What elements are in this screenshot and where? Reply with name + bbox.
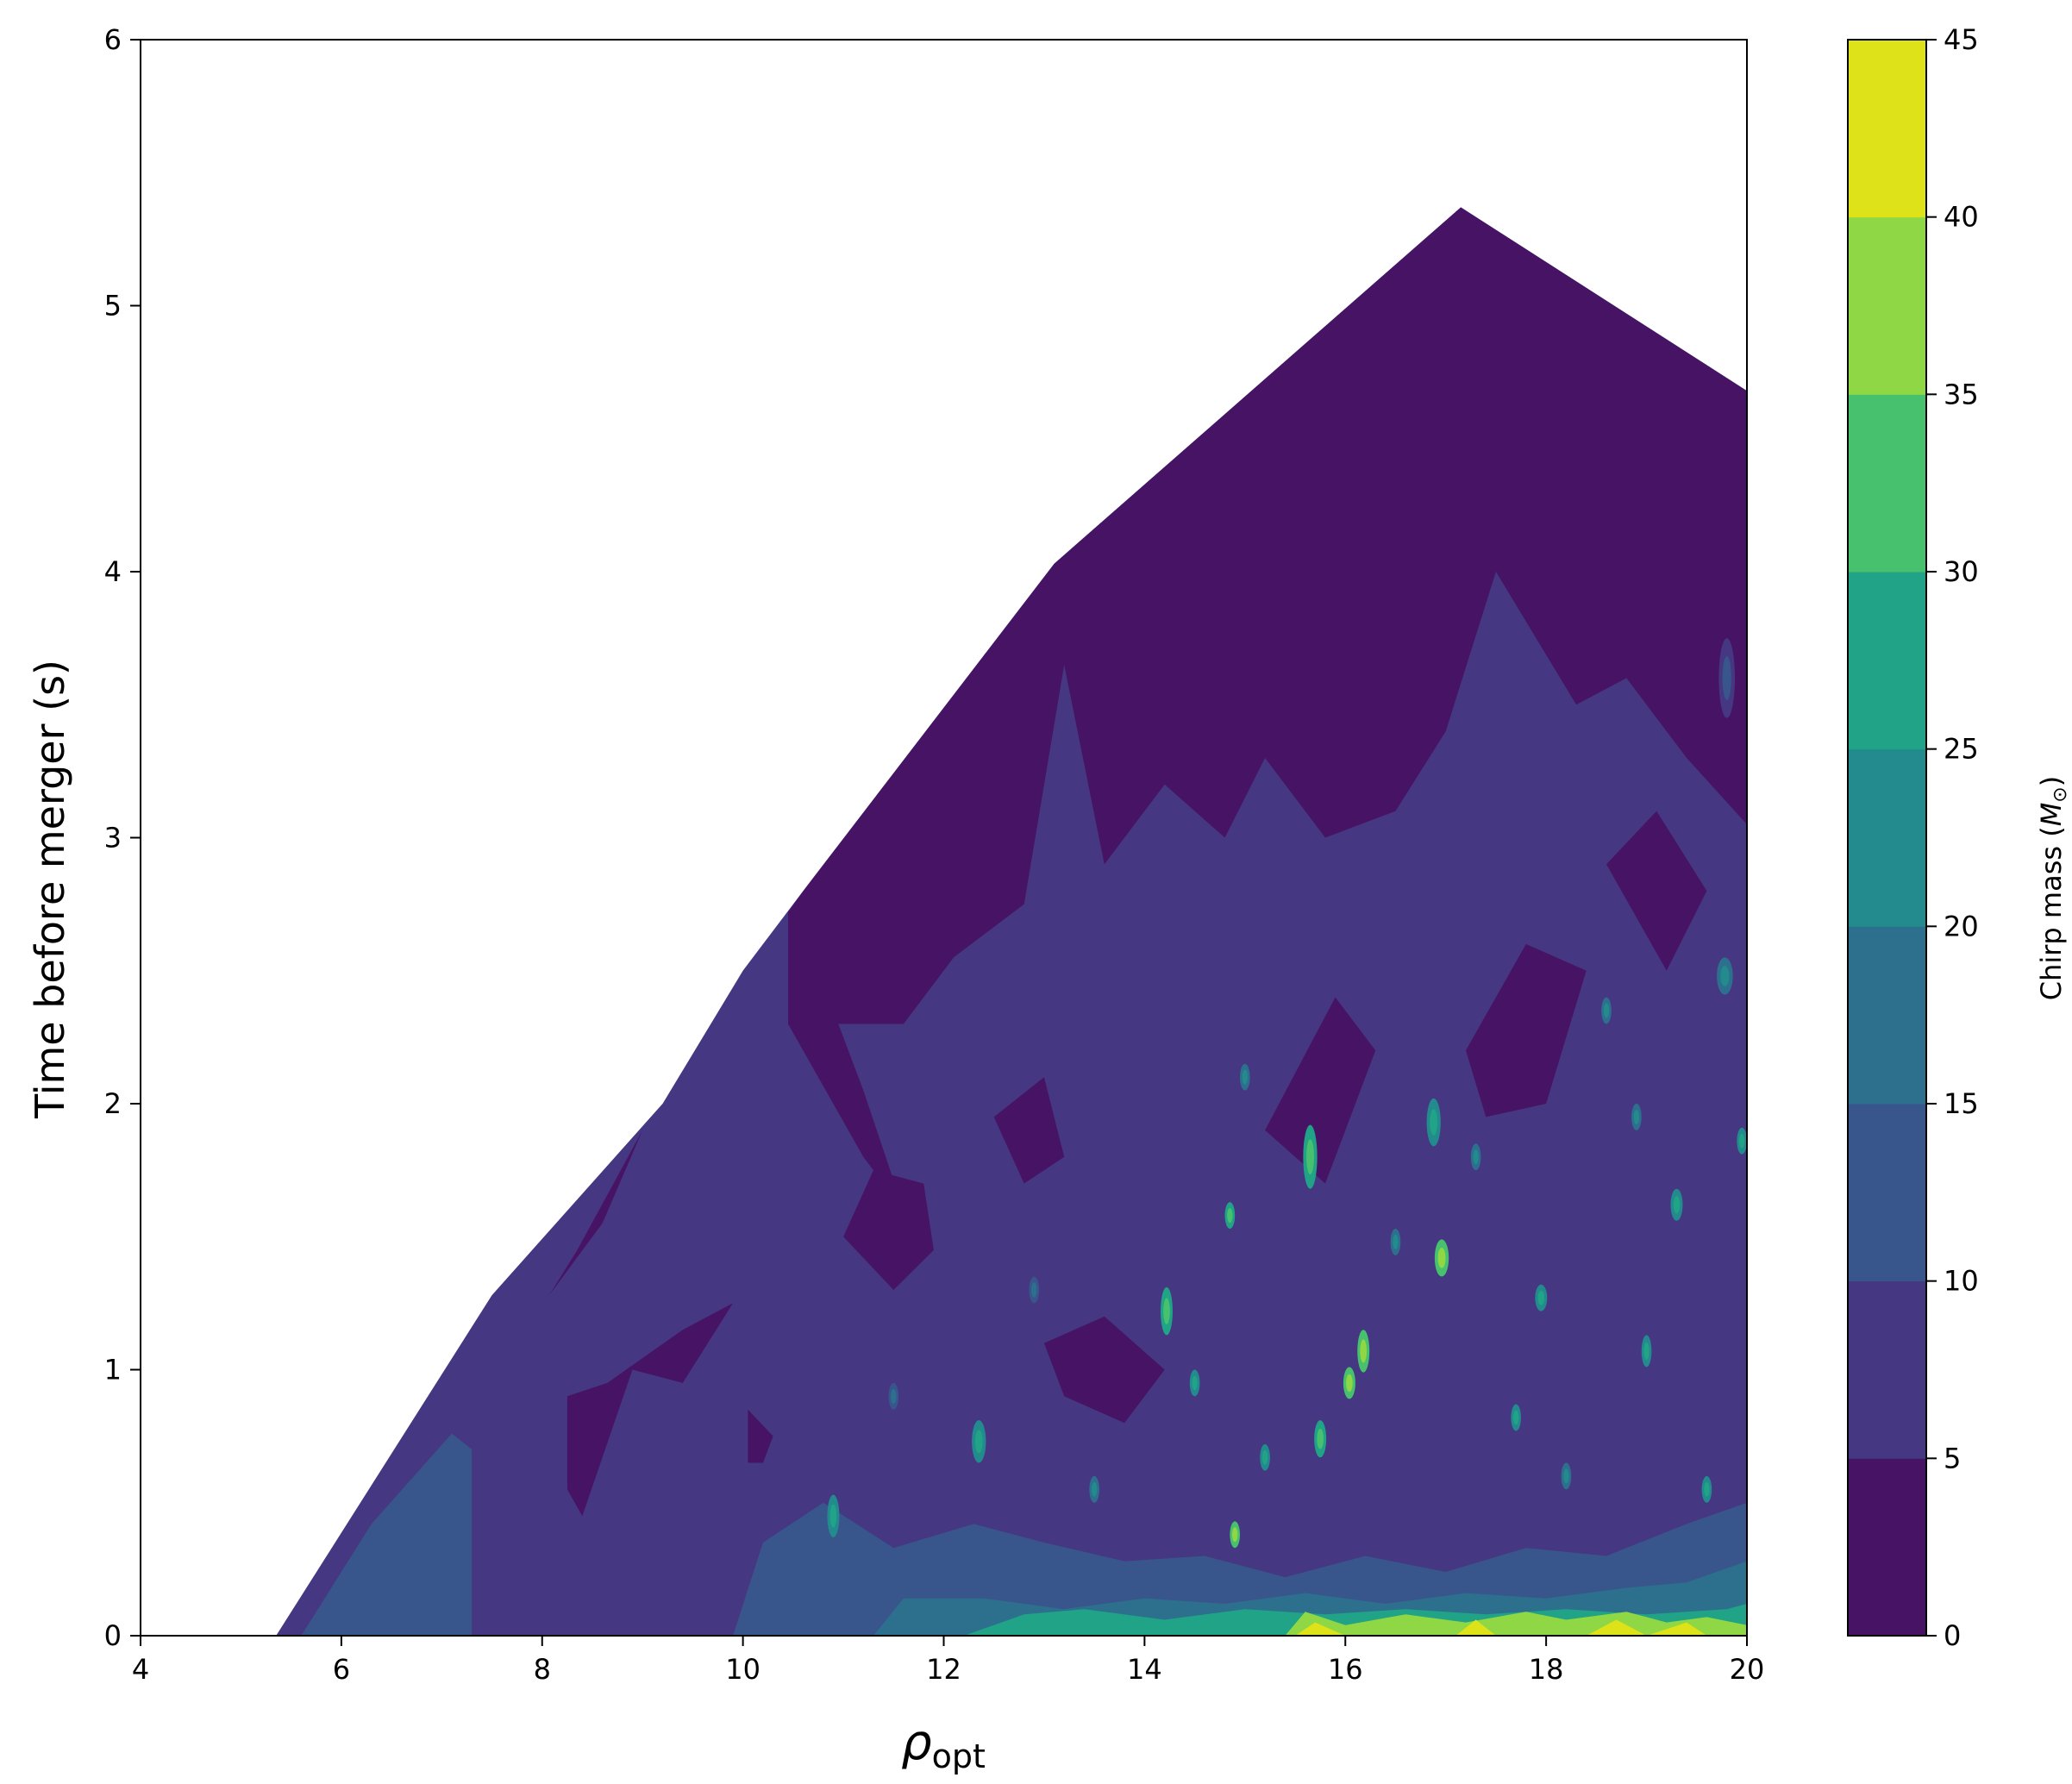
colorbar-tick-label: 0 bbox=[1944, 1619, 1961, 1652]
contour-blob bbox=[1563, 1468, 1569, 1484]
contour-blob bbox=[1393, 1234, 1399, 1249]
contour-region bbox=[843, 1170, 934, 1290]
contour-blob bbox=[1163, 1298, 1170, 1324]
y-tick-label: 4 bbox=[104, 555, 122, 588]
x-tick-label: 4 bbox=[132, 1653, 149, 1686]
colorbar-segment bbox=[1848, 1280, 1926, 1459]
contour-blob bbox=[1437, 1248, 1446, 1268]
contour-blob bbox=[1473, 1149, 1479, 1165]
contour-blob bbox=[1346, 1374, 1353, 1393]
contour-blob bbox=[1722, 655, 1731, 700]
contour-region bbox=[567, 1303, 733, 1517]
colorbar-segment bbox=[1848, 572, 1926, 750]
contour-blob bbox=[1633, 1109, 1640, 1124]
x-axis: 4 6 8 10 12 14 16 18 20 bbox=[132, 1636, 1765, 1686]
x-tick-label: 6 bbox=[333, 1653, 350, 1686]
contour-blob bbox=[1306, 1139, 1314, 1175]
contour-blob bbox=[1227, 1208, 1233, 1224]
colorbar-segment bbox=[1848, 926, 1926, 1105]
contour-blob bbox=[829, 1504, 837, 1528]
colorbar-label-math: M bbox=[2035, 803, 2068, 827]
y-axis: 0 1 2 3 4 5 6 bbox=[104, 23, 141, 1652]
contour-blob bbox=[891, 1388, 897, 1404]
colorbar-tick-label: 35 bbox=[1944, 378, 1979, 410]
colorbar-tick-label: 15 bbox=[1944, 1087, 1979, 1120]
colorbar-tick-label: 20 bbox=[1944, 910, 1979, 942]
x-axis-label-subscript: opt bbox=[932, 1737, 986, 1775]
colorbar-frame bbox=[1847, 39, 1927, 1637]
colorbar-label-text: Chirp mass ( bbox=[2035, 826, 2068, 1000]
colorbar-segment bbox=[1848, 1458, 1926, 1637]
x-tick-label: 16 bbox=[1328, 1653, 1363, 1686]
colorbar-label-sub: ⊙ bbox=[2050, 786, 2071, 802]
contour-region bbox=[1295, 1619, 1707, 1636]
colorbar-tick-label: 30 bbox=[1944, 555, 1979, 588]
y-tick-label: 2 bbox=[104, 1087, 122, 1120]
contour-blob bbox=[1738, 1133, 1745, 1149]
contour-blob bbox=[1360, 1339, 1368, 1363]
contour-blob bbox=[1317, 1428, 1324, 1449]
plot-area bbox=[140, 39, 1748, 1637]
x-tick-label: 12 bbox=[926, 1653, 961, 1686]
y-tick-label: 3 bbox=[104, 822, 122, 854]
colorbar-tick-label: 25 bbox=[1944, 733, 1979, 766]
contour-blob bbox=[1603, 1003, 1610, 1018]
contour-blob bbox=[974, 1430, 983, 1454]
y-tick-label: 6 bbox=[104, 23, 122, 56]
contour-region bbox=[1466, 943, 1587, 1117]
contour-blob bbox=[1192, 1375, 1198, 1391]
contour-blob bbox=[1430, 1109, 1438, 1136]
x-tick-label: 10 bbox=[725, 1653, 761, 1686]
colorbar-tick-label: 40 bbox=[1944, 201, 1979, 234]
contour-blob bbox=[1231, 1527, 1238, 1543]
colorbar-label-end: ) bbox=[2035, 776, 2068, 786]
y-tick-label: 5 bbox=[104, 290, 122, 322]
contour-blob bbox=[1643, 1342, 1649, 1361]
x-tick-label: 18 bbox=[1529, 1653, 1564, 1686]
contour-region bbox=[748, 1409, 773, 1463]
colorbar: 0 5 10 15 20 25 30 35 40 45 bbox=[1847, 23, 1979, 1652]
colorbar-segment bbox=[1848, 748, 1926, 927]
colorbar-label: Chirp mass (M⊙) bbox=[2035, 776, 2071, 1000]
contour-region bbox=[301, 1433, 473, 1636]
contour-blob bbox=[1261, 1449, 1268, 1465]
colorbar-segment bbox=[1848, 1104, 1926, 1282]
colorbar-tick-label: 10 bbox=[1944, 1265, 1979, 1298]
x-axis-label-symbol: ρ bbox=[901, 1715, 932, 1771]
y-tick-label: 1 bbox=[104, 1354, 122, 1387]
contour-blob bbox=[1537, 1290, 1545, 1305]
x-tick-label: 14 bbox=[1127, 1653, 1162, 1686]
colorbar-tick-label: 45 bbox=[1944, 23, 1979, 56]
contour-region bbox=[788, 1011, 904, 1211]
colorbar-segment bbox=[1848, 216, 1926, 395]
contour-blob bbox=[1031, 1282, 1037, 1298]
contour-region bbox=[1265, 997, 1376, 1184]
contour-blob bbox=[1091, 1481, 1098, 1497]
x-tick-label: 20 bbox=[1730, 1653, 1765, 1686]
contour-blob bbox=[1704, 1481, 1710, 1497]
contour-blob bbox=[1512, 1410, 1519, 1425]
contour-blob bbox=[1673, 1196, 1681, 1214]
colorbar-tick-label: 5 bbox=[1944, 1442, 1961, 1474]
contour-region bbox=[1043, 1316, 1165, 1424]
x-axis-label: ρopt bbox=[901, 1715, 986, 1775]
x-tick-label: 8 bbox=[534, 1653, 551, 1686]
contour-blob bbox=[1720, 966, 1730, 986]
y-tick-label: 0 bbox=[104, 1619, 122, 1652]
y-axis-label: Time before merger (s) bbox=[27, 660, 73, 1119]
contour-region bbox=[788, 207, 1747, 1024]
colorbar-segment bbox=[1848, 40, 1926, 218]
contour-blob bbox=[1242, 1069, 1249, 1085]
colorbar-segment bbox=[1848, 394, 1926, 573]
contour-region bbox=[993, 1077, 1065, 1184]
contour-region bbox=[1606, 811, 1707, 971]
